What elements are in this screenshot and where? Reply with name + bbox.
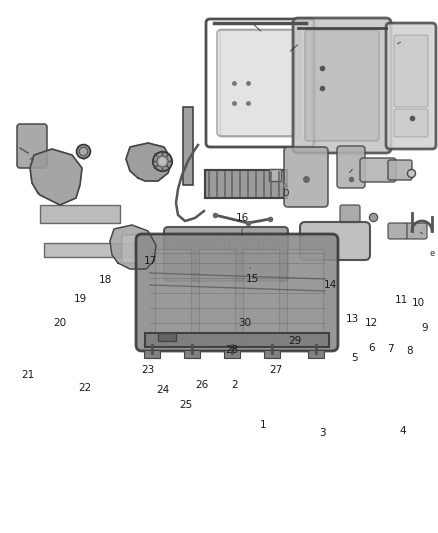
Bar — [229, 239, 241, 271]
Text: 6: 6 — [369, 343, 375, 353]
Polygon shape — [30, 149, 82, 205]
FancyBboxPatch shape — [305, 30, 379, 141]
Bar — [246, 239, 258, 271]
FancyBboxPatch shape — [164, 227, 288, 281]
Text: D: D — [282, 189, 288, 198]
Text: 10: 10 — [411, 298, 424, 308]
FancyBboxPatch shape — [293, 18, 391, 153]
Text: 24: 24 — [156, 385, 170, 395]
Text: 7: 7 — [387, 344, 393, 354]
Bar — [224, 350, 240, 358]
FancyBboxPatch shape — [388, 223, 407, 239]
Text: 28: 28 — [226, 345, 239, 355]
Text: 15: 15 — [245, 274, 258, 284]
Polygon shape — [126, 143, 172, 181]
Bar — [199, 249, 235, 337]
Text: 18: 18 — [99, 275, 112, 285]
Bar — [195, 239, 207, 271]
Text: e: e — [429, 248, 434, 257]
FancyBboxPatch shape — [220, 29, 300, 137]
FancyBboxPatch shape — [388, 160, 412, 180]
Text: 4: 4 — [400, 426, 406, 436]
Text: 11: 11 — [394, 295, 408, 305]
Bar — [144, 350, 160, 358]
FancyBboxPatch shape — [337, 146, 365, 188]
Text: 13: 13 — [346, 314, 359, 324]
Text: 14: 14 — [323, 280, 337, 290]
FancyBboxPatch shape — [136, 234, 338, 351]
FancyBboxPatch shape — [122, 235, 148, 263]
Text: 9: 9 — [422, 323, 428, 333]
FancyBboxPatch shape — [217, 30, 295, 136]
Text: 17: 17 — [143, 256, 157, 266]
Text: 25: 25 — [180, 400, 193, 410]
FancyBboxPatch shape — [360, 158, 396, 182]
Bar — [44, 243, 144, 257]
Bar — [158, 333, 176, 341]
FancyBboxPatch shape — [405, 223, 427, 239]
Bar — [40, 205, 120, 223]
Bar — [308, 350, 324, 358]
Bar — [205, 170, 287, 198]
Text: 5: 5 — [351, 353, 357, 363]
Text: 30: 30 — [238, 318, 251, 328]
FancyBboxPatch shape — [386, 23, 436, 149]
Text: 21: 21 — [21, 370, 35, 380]
FancyBboxPatch shape — [300, 222, 370, 260]
Text: 3: 3 — [319, 428, 325, 438]
Text: 29: 29 — [288, 336, 302, 346]
Bar — [145, 333, 329, 347]
FancyBboxPatch shape — [17, 124, 47, 168]
Text: 23: 23 — [141, 365, 155, 375]
Bar — [205, 170, 287, 198]
Bar — [178, 239, 190, 271]
FancyBboxPatch shape — [394, 35, 428, 107]
Bar — [264, 350, 280, 358]
FancyBboxPatch shape — [394, 109, 428, 137]
Text: 2: 2 — [232, 380, 238, 390]
Bar — [184, 350, 200, 358]
Text: 22: 22 — [78, 383, 92, 393]
Text: 26: 26 — [195, 380, 208, 390]
Text: 1: 1 — [260, 420, 266, 430]
Polygon shape — [110, 225, 156, 269]
Bar — [155, 249, 191, 337]
Bar — [287, 249, 323, 337]
Text: 12: 12 — [364, 318, 378, 328]
Text: 20: 20 — [53, 318, 67, 328]
Bar — [263, 239, 275, 271]
FancyBboxPatch shape — [340, 205, 360, 223]
Bar — [212, 239, 224, 271]
Bar — [243, 249, 279, 337]
FancyBboxPatch shape — [284, 147, 328, 207]
Text: 8: 8 — [407, 346, 413, 356]
Text: 19: 19 — [74, 294, 87, 304]
Bar — [183, 107, 193, 185]
Text: 27: 27 — [269, 365, 283, 375]
Text: 16: 16 — [235, 213, 249, 223]
